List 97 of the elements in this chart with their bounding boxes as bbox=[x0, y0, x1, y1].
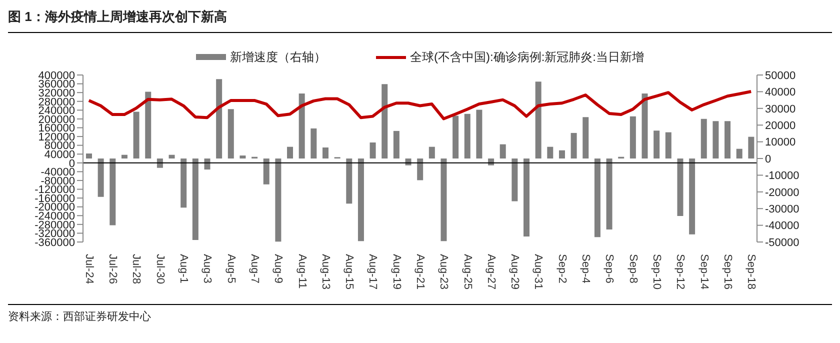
x-tick-label: Sep-2 bbox=[556, 254, 568, 284]
bar bbox=[570, 132, 577, 158]
bar bbox=[464, 114, 470, 158]
bar bbox=[712, 121, 719, 158]
bar bbox=[677, 158, 684, 216]
legend-label: 新增速度（右轴） bbox=[230, 48, 326, 66]
bar bbox=[98, 158, 104, 197]
bar bbox=[512, 158, 518, 202]
x-tick-label: Sep-14 bbox=[698, 254, 710, 290]
x-tick-label: Aug-21 bbox=[414, 254, 426, 290]
bar bbox=[216, 79, 222, 158]
text: 资料来源：西部证券研发中心 bbox=[8, 310, 152, 324]
bar bbox=[748, 136, 754, 158]
x-tick-label: Aug-23 bbox=[438, 254, 450, 290]
x-tick-label: Jul-26 bbox=[106, 254, 119, 284]
bar bbox=[263, 158, 270, 184]
x-tick-label: Aug-19 bbox=[390, 254, 402, 290]
x-tick-label: Aug-7 bbox=[248, 254, 260, 284]
x-tick-label: Aug-3 bbox=[201, 254, 214, 284]
bar bbox=[192, 158, 198, 240]
x-tick-label: Sep-10 bbox=[650, 254, 662, 290]
x-tick-label: Aug-5 bbox=[224, 254, 237, 284]
y2-tick-label: 10000 bbox=[765, 136, 796, 149]
bar bbox=[204, 158, 210, 170]
bar bbox=[298, 94, 305, 158]
bar bbox=[346, 158, 352, 204]
bar bbox=[287, 146, 294, 158]
bar bbox=[358, 158, 364, 242]
bar bbox=[110, 158, 116, 226]
bar bbox=[310, 128, 317, 158]
line-series bbox=[87, 90, 753, 120]
bar bbox=[736, 148, 742, 158]
bar bbox=[145, 92, 152, 158]
x-tick-label: Sep-4 bbox=[580, 254, 592, 284]
bar bbox=[630, 116, 636, 158]
bar bbox=[275, 158, 282, 242]
y2-tick-label: -50000 bbox=[765, 236, 800, 249]
bar bbox=[440, 158, 447, 242]
y2-tick-label: -10000 bbox=[765, 170, 800, 182]
y2-tick-label: -40000 bbox=[765, 220, 800, 232]
x-tick-label: Sep-8 bbox=[626, 254, 639, 284]
bar bbox=[180, 158, 187, 208]
x-tick-label: Sep-16 bbox=[721, 254, 734, 290]
bar bbox=[240, 155, 246, 158]
x-tick-label: Sep-6 bbox=[603, 254, 616, 284]
bar bbox=[594, 158, 600, 238]
x-tick-label: Sep-18 bbox=[745, 254, 758, 290]
x-tick-label: Aug-9 bbox=[272, 254, 284, 284]
y-tick-label: -360000 bbox=[34, 236, 75, 249]
x-tick-label: Aug-29 bbox=[508, 254, 521, 290]
bar bbox=[642, 94, 648, 158]
bar bbox=[700, 118, 707, 158]
chart-title: 图 1：海外疫情上周增速再次创下新高 bbox=[8, 8, 832, 33]
bar bbox=[382, 84, 388, 158]
bar bbox=[393, 130, 400, 158]
bar bbox=[606, 158, 612, 230]
x-tick-label: Aug-11 bbox=[296, 254, 308, 289]
x-tick-label: Aug-1 bbox=[178, 254, 190, 284]
x-tick-label: Sep-12 bbox=[674, 254, 686, 290]
bar bbox=[322, 147, 328, 158]
x-tick-label: Aug-25 bbox=[461, 254, 474, 290]
bar bbox=[228, 109, 234, 158]
x-tick-label: Jul-30 bbox=[154, 254, 166, 284]
y2-tick-label: 0 bbox=[765, 153, 772, 166]
x-tick-label: Jul-28 bbox=[130, 254, 142, 284]
x-tick-label: Aug-27 bbox=[484, 254, 497, 290]
x-tick-label: Aug-17 bbox=[366, 254, 379, 290]
y2-tick-label: 30000 bbox=[765, 103, 796, 116]
bar bbox=[654, 130, 660, 158]
bar bbox=[168, 154, 175, 158]
bar bbox=[86, 153, 92, 158]
bar bbox=[370, 142, 376, 158]
x-tick-label: Aug-13 bbox=[319, 254, 332, 290]
bar bbox=[133, 112, 140, 158]
bar bbox=[476, 110, 482, 158]
x-tick-label: Aug-31 bbox=[532, 254, 544, 290]
legend-label: 全球(不含中国):确诊病例:新冠肺炎:当日新增 bbox=[410, 48, 644, 66]
bar bbox=[547, 146, 554, 158]
y2-tick-label: -30000 bbox=[765, 204, 800, 216]
bar bbox=[428, 146, 435, 158]
y2-tick-label: 50000 bbox=[765, 70, 796, 82]
y2-tick-label: 20000 bbox=[765, 120, 796, 132]
bar bbox=[558, 150, 565, 158]
x-tick-label: Jul-24 bbox=[82, 254, 95, 284]
bar bbox=[121, 154, 128, 158]
bar bbox=[582, 117, 589, 158]
bar bbox=[452, 116, 459, 158]
bar bbox=[665, 132, 672, 158]
y2-tick-label: -20000 bbox=[765, 186, 800, 199]
bar bbox=[500, 144, 506, 158]
bar bbox=[689, 158, 696, 234]
y2-tick-label: 40000 bbox=[765, 86, 796, 99]
x-tick-label: Aug-15 bbox=[343, 254, 356, 290]
bar bbox=[524, 158, 530, 236]
bar bbox=[417, 158, 424, 180]
bar bbox=[535, 82, 542, 158]
bar bbox=[724, 121, 731, 158]
